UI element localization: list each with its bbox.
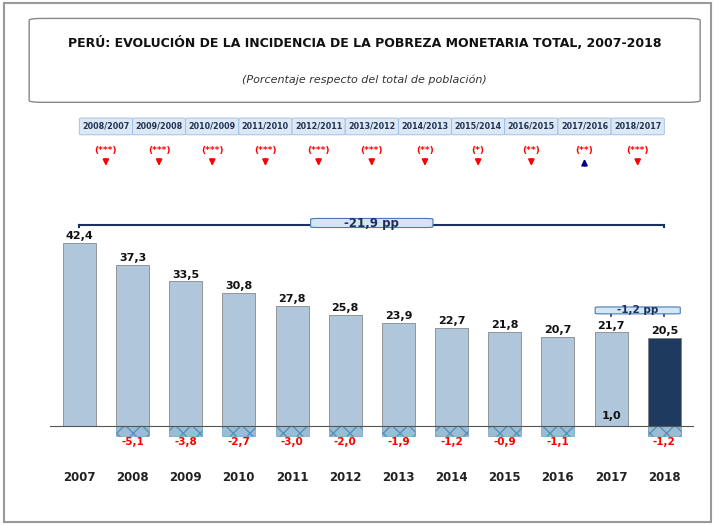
- Text: 42,4: 42,4: [66, 231, 93, 241]
- Text: 2014/2013: 2014/2013: [401, 122, 448, 131]
- Text: -21,9 pp: -21,9 pp: [345, 217, 399, 230]
- Text: (*): (*): [472, 146, 485, 155]
- Bar: [222, 426, 255, 436]
- Text: -2,0: -2,0: [334, 437, 357, 447]
- Text: 2015/2014: 2015/2014: [455, 122, 502, 131]
- Text: (Porcentaje respecto del total de población): (Porcentaje respecto del total de poblac…: [242, 75, 487, 85]
- Text: -2,7: -2,7: [227, 437, 250, 447]
- Text: (***): (***): [148, 146, 170, 155]
- Bar: [275, 426, 308, 436]
- Text: 21,7: 21,7: [597, 321, 625, 331]
- Bar: [116, 265, 149, 426]
- Text: -1,2: -1,2: [653, 437, 676, 447]
- Text: 2013/2012: 2013/2012: [348, 122, 395, 131]
- Bar: [488, 426, 521, 436]
- Text: 2008/2007: 2008/2007: [82, 122, 129, 131]
- FancyBboxPatch shape: [239, 118, 292, 135]
- Text: 33,5: 33,5: [172, 270, 199, 280]
- Text: 22,7: 22,7: [438, 317, 465, 327]
- Bar: [595, 422, 628, 426]
- Bar: [435, 426, 468, 436]
- Bar: [382, 426, 415, 436]
- Text: -5,1: -5,1: [121, 437, 144, 447]
- FancyBboxPatch shape: [452, 118, 505, 135]
- Text: 20,7: 20,7: [544, 325, 571, 335]
- Bar: [275, 306, 308, 426]
- Bar: [116, 426, 149, 436]
- FancyBboxPatch shape: [132, 118, 186, 135]
- Bar: [648, 426, 681, 436]
- FancyBboxPatch shape: [558, 118, 611, 135]
- Text: 37,3: 37,3: [119, 253, 146, 263]
- Bar: [595, 332, 628, 426]
- Text: 20,5: 20,5: [651, 326, 678, 336]
- Text: 1,0: 1,0: [601, 411, 621, 421]
- Bar: [169, 426, 202, 436]
- Text: (***): (***): [307, 146, 330, 155]
- Bar: [63, 243, 96, 426]
- Bar: [329, 314, 362, 426]
- Text: (***): (***): [94, 146, 117, 155]
- Text: 25,8: 25,8: [332, 303, 359, 313]
- Text: 2011/2010: 2011/2010: [242, 122, 289, 131]
- Text: 2012/2011: 2012/2011: [295, 122, 342, 131]
- Bar: [435, 328, 468, 426]
- Text: PERÚ: EVOLUCIÓN DE LA INCIDENCIA DE LA POBREZA MONETARIA TOTAL, 2007-2018: PERÚ: EVOLUCIÓN DE LA INCIDENCIA DE LA P…: [68, 36, 661, 49]
- FancyBboxPatch shape: [310, 218, 433, 227]
- Bar: [169, 281, 202, 426]
- FancyBboxPatch shape: [611, 118, 664, 135]
- Text: 23,9: 23,9: [385, 311, 412, 321]
- Text: (**): (**): [416, 146, 434, 155]
- Text: -1,1: -1,1: [546, 437, 569, 447]
- Bar: [488, 332, 521, 426]
- Text: 2016/2015: 2016/2015: [508, 122, 555, 131]
- FancyBboxPatch shape: [292, 118, 345, 135]
- Text: -3,0: -3,0: [281, 437, 303, 447]
- Bar: [541, 337, 574, 426]
- Text: -1,2: -1,2: [440, 437, 463, 447]
- FancyBboxPatch shape: [595, 307, 680, 314]
- Text: (**): (**): [523, 146, 541, 155]
- Text: 30,8: 30,8: [225, 281, 252, 291]
- Text: (***): (***): [626, 146, 649, 155]
- Text: 2009/2008: 2009/2008: [135, 122, 183, 131]
- Text: (***): (***): [360, 146, 383, 155]
- Text: 27,8: 27,8: [278, 295, 306, 304]
- Bar: [222, 293, 255, 426]
- Bar: [382, 323, 415, 426]
- Text: -0,9: -0,9: [493, 437, 516, 447]
- Text: 2018/2017: 2018/2017: [614, 122, 661, 131]
- Bar: [541, 426, 574, 436]
- FancyBboxPatch shape: [29, 18, 700, 102]
- FancyBboxPatch shape: [345, 118, 398, 135]
- Text: (***): (***): [201, 146, 224, 155]
- FancyBboxPatch shape: [505, 118, 558, 135]
- Text: -1,2 pp: -1,2 pp: [617, 306, 659, 316]
- Text: (**): (**): [576, 146, 593, 155]
- Text: (***): (***): [255, 146, 277, 155]
- FancyBboxPatch shape: [79, 118, 132, 135]
- Text: 2010/2009: 2010/2009: [189, 122, 236, 131]
- Bar: [329, 426, 362, 436]
- Text: -1,9: -1,9: [387, 437, 410, 447]
- Bar: [648, 338, 681, 426]
- Text: 21,8: 21,8: [491, 320, 518, 330]
- Text: 2017/2016: 2017/2016: [561, 122, 608, 131]
- FancyBboxPatch shape: [398, 118, 452, 135]
- FancyBboxPatch shape: [186, 118, 239, 135]
- Text: -3,8: -3,8: [174, 437, 197, 447]
